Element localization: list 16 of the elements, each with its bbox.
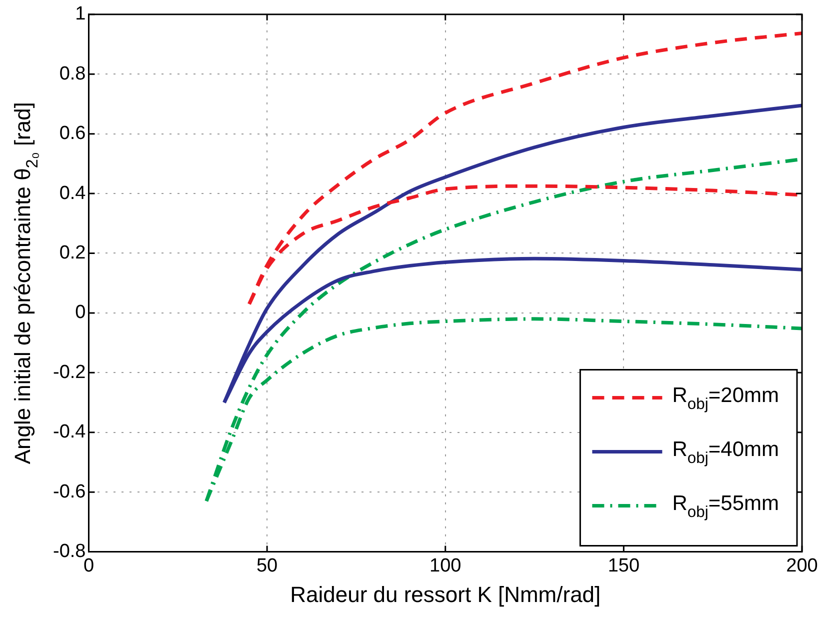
y-tick-label: 0.6	[59, 123, 86, 144]
y-tick-label: -0.6	[52, 481, 86, 502]
y-tick-label: -0.2	[52, 362, 86, 383]
y-tick-label: -0.4	[52, 422, 86, 443]
y-tick-label: 1	[75, 4, 86, 25]
x-axis-title: Raideur du ressort K [Nmm/rad]	[290, 582, 601, 607]
y-axis-title: Angle initial de précontrainte θ2₀ [rad]	[10, 102, 42, 464]
x-tick-label: 200	[786, 555, 818, 576]
x-tick-label: 50	[256, 555, 278, 576]
y-tick-label: 0.4	[59, 182, 86, 204]
x-tick-label: 150	[608, 555, 640, 576]
y-tick-label: 0.2	[59, 242, 86, 264]
x-tick-label: 100	[430, 555, 462, 576]
y-tick-label: 0.8	[59, 63, 86, 84]
y-tick-label: -0.8	[52, 541, 86, 562]
y-tick-label: 0	[75, 302, 86, 324]
